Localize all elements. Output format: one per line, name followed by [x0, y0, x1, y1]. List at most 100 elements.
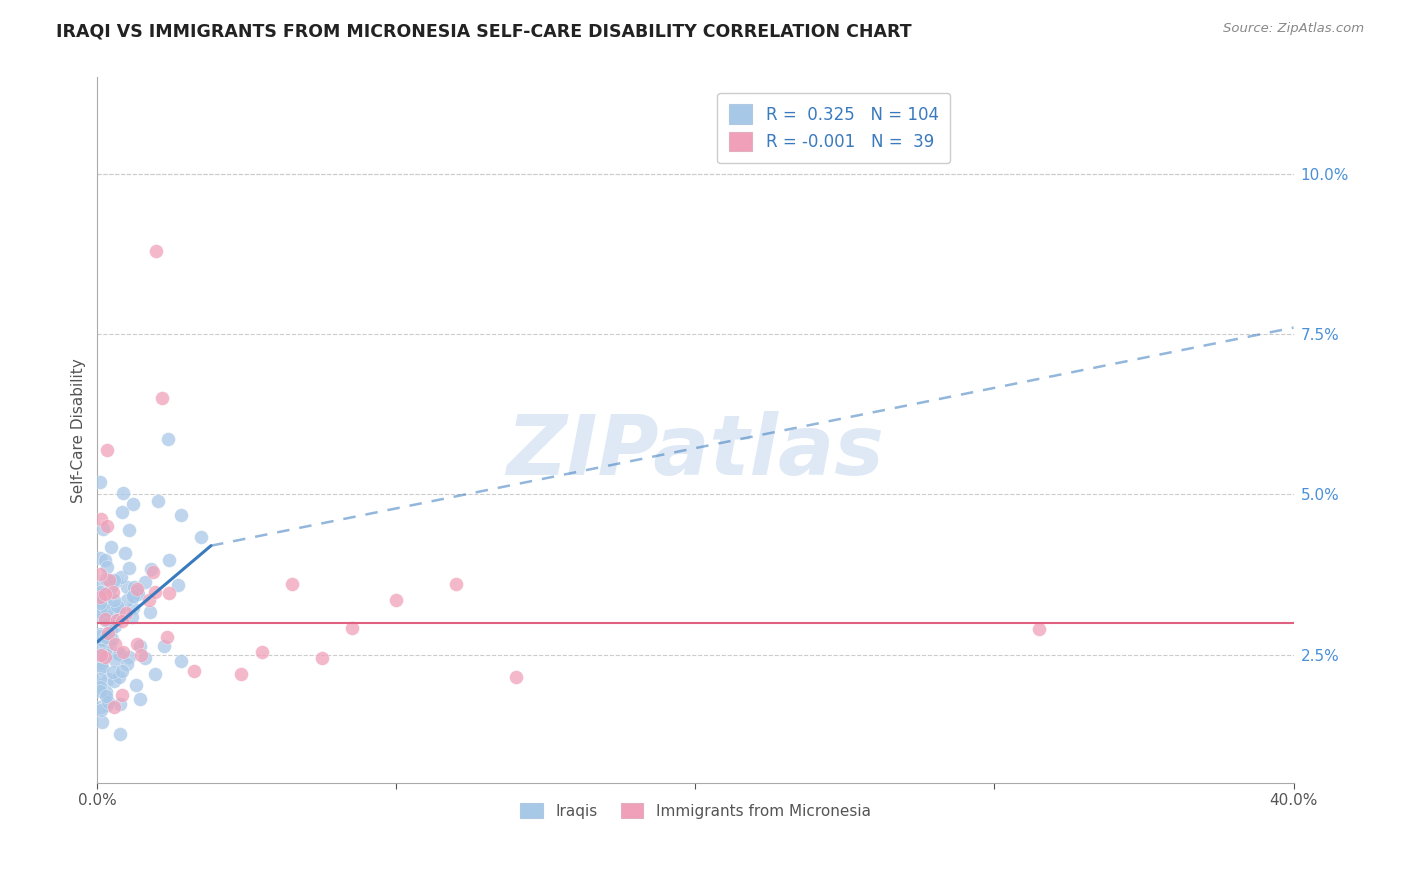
Point: [121, 589, 143, 603]
Point: [122, 581, 145, 595]
Point: [115, 593, 138, 607]
Point: [129, 648, 152, 663]
Point: [105, 613, 128, 627]
Point: [121, 610, 143, 624]
Point: [108, 602, 131, 616]
Point: [89, 594, 111, 608]
Point: [141, 565, 163, 579]
Point: [94, 610, 117, 624]
Point: [114, 606, 136, 620]
Text: Source: ZipAtlas.com: Source: ZipAtlas.com: [1223, 22, 1364, 36]
Point: [91, 610, 114, 624]
Point: [121, 591, 143, 605]
Point: [117, 561, 139, 575]
Point: [127, 638, 149, 652]
Point: [89, 672, 111, 686]
Point: [103, 592, 125, 607]
Point: [128, 692, 150, 706]
Point: [96, 626, 118, 640]
Point: [94, 648, 117, 662]
Point: [108, 698, 131, 712]
Point: [97, 638, 120, 652]
Point: [250, 645, 273, 659]
Point: [134, 575, 156, 590]
Point: [157, 553, 180, 567]
Point: [89, 551, 111, 566]
Point: [170, 508, 193, 522]
Point: [127, 582, 149, 596]
Point: [145, 244, 167, 258]
Point: [157, 433, 180, 447]
Point: [340, 621, 363, 635]
Point: [94, 612, 117, 626]
Point: [94, 641, 117, 656]
Point: [89, 602, 111, 616]
Point: [311, 651, 333, 665]
Point: [1028, 622, 1050, 636]
Point: [100, 623, 122, 637]
Point: [117, 649, 139, 664]
Point: [104, 653, 127, 667]
Point: [108, 646, 131, 660]
Point: [105, 613, 128, 627]
Point: [444, 576, 467, 591]
Point: [148, 493, 170, 508]
Point: [89, 637, 111, 651]
Point: [96, 603, 118, 617]
Point: [134, 651, 156, 665]
Text: IRAQI VS IMMIGRANTS FROM MICRONESIA SELF-CARE DISABILITY CORRELATION CHART: IRAQI VS IMMIGRANTS FROM MICRONESIA SELF…: [56, 22, 912, 40]
Point: [90, 656, 112, 670]
Point: [104, 619, 127, 633]
Point: [127, 587, 149, 601]
Point: [153, 640, 176, 654]
Point: [141, 562, 163, 576]
Point: [100, 540, 122, 554]
Point: [170, 654, 193, 668]
Point: [89, 699, 111, 714]
Point: [91, 653, 114, 667]
Point: [91, 660, 114, 674]
Point: [115, 580, 138, 594]
Point: [111, 614, 134, 628]
Point: [129, 640, 152, 654]
Point: [108, 727, 131, 741]
Point: [89, 596, 111, 610]
Point: [96, 698, 118, 712]
Point: [89, 680, 111, 694]
Point: [89, 648, 111, 662]
Point: [90, 678, 112, 692]
Point: [125, 584, 148, 599]
Point: [96, 560, 118, 574]
Point: [112, 486, 135, 500]
Point: [105, 599, 128, 613]
Point: [105, 574, 128, 588]
Point: [229, 667, 252, 681]
Point: [96, 519, 118, 533]
Point: [89, 677, 111, 691]
Point: [114, 545, 136, 559]
Point: [93, 595, 115, 609]
Point: [103, 699, 125, 714]
Legend: Iraqis, Immigrants from Micronesia: Iraqis, Immigrants from Micronesia: [515, 797, 877, 825]
Point: [89, 605, 111, 619]
Point: [110, 570, 132, 584]
Point: [90, 632, 112, 647]
Point: [89, 627, 111, 641]
Point: [89, 585, 111, 599]
Point: [96, 684, 118, 698]
Point: [89, 590, 111, 604]
Point: [110, 664, 132, 678]
Point: [90, 660, 112, 674]
Point: [98, 612, 121, 626]
Point: [138, 592, 160, 607]
Point: [96, 442, 118, 457]
Point: [97, 695, 120, 709]
Point: [91, 649, 114, 664]
Point: [96, 572, 118, 586]
Point: [138, 605, 160, 619]
Text: ZIPatlas: ZIPatlas: [506, 411, 884, 491]
Point: [94, 630, 117, 644]
Point: [94, 613, 117, 627]
Point: [280, 577, 302, 591]
Point: [89, 475, 111, 490]
